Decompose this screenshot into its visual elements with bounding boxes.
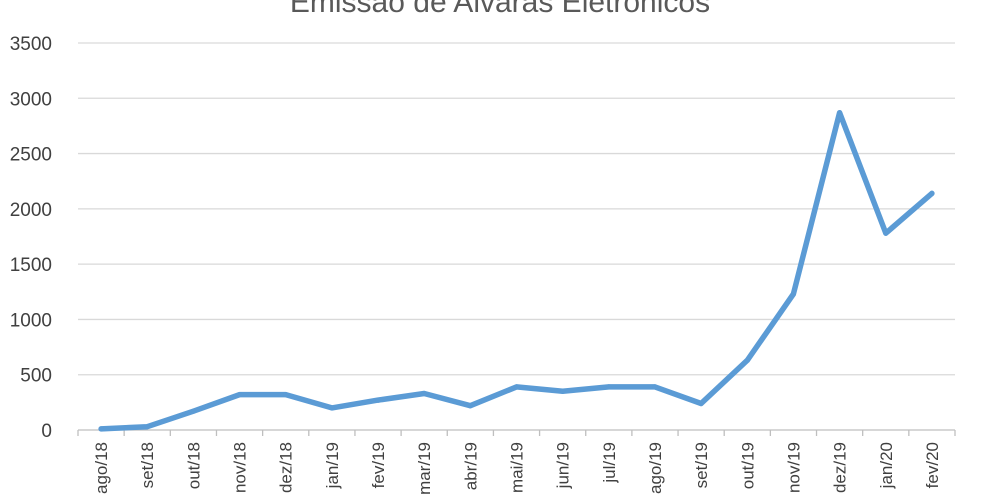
y-tick-label: 2000 (10, 200, 52, 221)
x-tick-label: jan/19 (323, 442, 342, 489)
y-tick-label: 0 (41, 421, 52, 442)
data-point (467, 403, 473, 409)
x-tick-label: nov/18 (231, 442, 250, 493)
data-point (144, 424, 150, 430)
data-point (237, 392, 243, 398)
x-tick-label: ago/19 (646, 442, 665, 494)
data-point (375, 397, 381, 403)
data-point (698, 400, 704, 407)
y-axis-ticks: 0 500 1000 1500 2000 2500 3000 3500 (10, 34, 52, 442)
x-tick-label: fev/20 (923, 442, 942, 488)
x-tick-label: set/18 (138, 442, 157, 488)
y-tick-label: 2500 (10, 145, 52, 166)
x-tick-label: jan/20 (877, 442, 896, 489)
series-line (98, 109, 935, 432)
y-tick-label: 1000 (10, 310, 52, 331)
y-tick-label: 1500 (10, 255, 52, 276)
data-point (790, 291, 797, 297)
y-tick-label: 500 (20, 366, 52, 387)
data-point (190, 408, 196, 414)
data-point (98, 426, 104, 432)
x-tick-label: jun/19 (554, 442, 573, 489)
data-point (652, 384, 658, 390)
data-point (560, 388, 566, 394)
x-tick-label: set/19 (692, 442, 711, 488)
y-tick-label: 3500 (10, 34, 52, 55)
data-point (283, 392, 289, 398)
data-point (929, 190, 935, 196)
x-tick-label: out/19 (738, 442, 757, 489)
y-tick-label: 3000 (10, 89, 52, 110)
data-point (606, 384, 612, 390)
x-tick-label: mai/19 (508, 442, 527, 493)
x-axis-ticks: ago/18 set/18 out/18 nov/18 dez/18 jan/19 fev/… (77, 430, 956, 495)
x-tick-label: mar/19 (415, 442, 434, 495)
data-point (883, 230, 889, 236)
data-point (744, 357, 750, 363)
data-point (513, 384, 520, 390)
chart-title: Emissão de Alvarás Eletrônicos (290, 0, 710, 19)
data-point (421, 390, 427, 397)
data-point (329, 405, 335, 411)
x-tick-label: ago/18 (92, 442, 111, 494)
x-tick-label: nov/19 (784, 442, 803, 493)
data-point (837, 110, 843, 116)
series-layer (98, 109, 935, 432)
x-tick-label: fev/19 (369, 442, 388, 488)
x-tick-label: out/18 (184, 442, 203, 489)
x-tick-label: jul/19 (600, 442, 619, 484)
x-tick-label: dez/19 (831, 442, 850, 493)
gridlines (78, 42, 955, 376)
x-tick-label: abr/19 (461, 442, 480, 490)
x-tick-label: dez/18 (277, 442, 296, 493)
